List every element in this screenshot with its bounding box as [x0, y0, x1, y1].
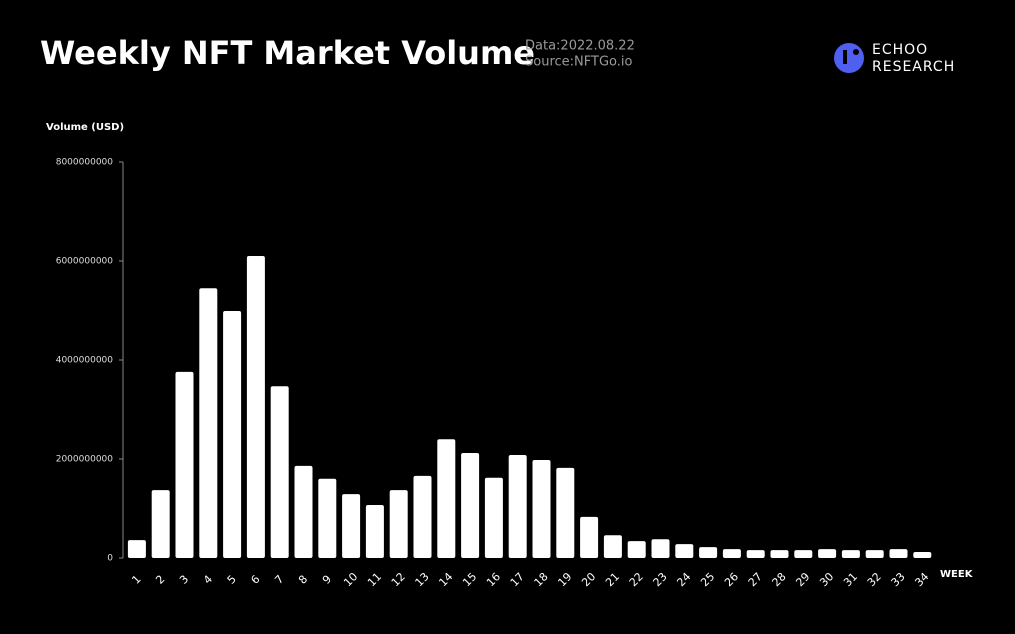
y-tick-label: 8000000000 — [56, 158, 114, 168]
y-tick-label: 0 — [107, 554, 113, 564]
x-axis-label: WEEK — [940, 569, 974, 580]
bar — [294, 465, 313, 558]
source-note: Source:NFTGo.io — [525, 55, 632, 70]
y-axis-label: Volume (USD) — [46, 122, 124, 133]
bar — [151, 490, 170, 558]
bar — [437, 439, 456, 558]
bar — [746, 550, 765, 558]
bar — [651, 539, 670, 558]
bar — [127, 540, 146, 558]
brand-line1: ECHOO — [872, 42, 928, 58]
bar — [913, 552, 932, 558]
bar — [794, 550, 813, 558]
bar — [389, 490, 408, 558]
bar — [532, 459, 551, 558]
date-note: Data:2022.08.22 — [525, 39, 635, 54]
bar — [865, 550, 884, 558]
bar — [270, 386, 289, 558]
logo-icon-detail — [843, 50, 847, 64]
bar — [580, 516, 599, 558]
bar — [461, 453, 480, 558]
bar — [889, 549, 908, 558]
bar — [722, 549, 741, 558]
logo — [834, 43, 864, 73]
bar — [484, 477, 503, 558]
bar — [770, 550, 789, 558]
chart-title: Weekly NFT Market Volume — [40, 34, 535, 72]
bar — [223, 310, 242, 558]
bar — [699, 547, 718, 558]
bar — [627, 541, 646, 558]
bar — [199, 288, 218, 558]
y-tick-label: 6000000000 — [56, 257, 114, 267]
bar — [246, 256, 265, 558]
logo-icon-dot — [853, 49, 859, 55]
brand-line2: RESEARCH — [872, 59, 955, 75]
bar — [603, 535, 622, 558]
bar — [508, 455, 527, 558]
bar — [413, 475, 432, 558]
bar — [556, 467, 575, 558]
y-tick-label: 4000000000 — [56, 356, 114, 366]
bar — [318, 478, 337, 558]
bar — [175, 371, 194, 558]
bar — [342, 494, 361, 558]
y-tick-label: 2000000000 — [56, 455, 114, 465]
bar — [818, 549, 837, 558]
bar — [841, 550, 860, 558]
logo-icon — [834, 43, 864, 73]
bar — [675, 544, 694, 558]
bar — [365, 505, 384, 558]
